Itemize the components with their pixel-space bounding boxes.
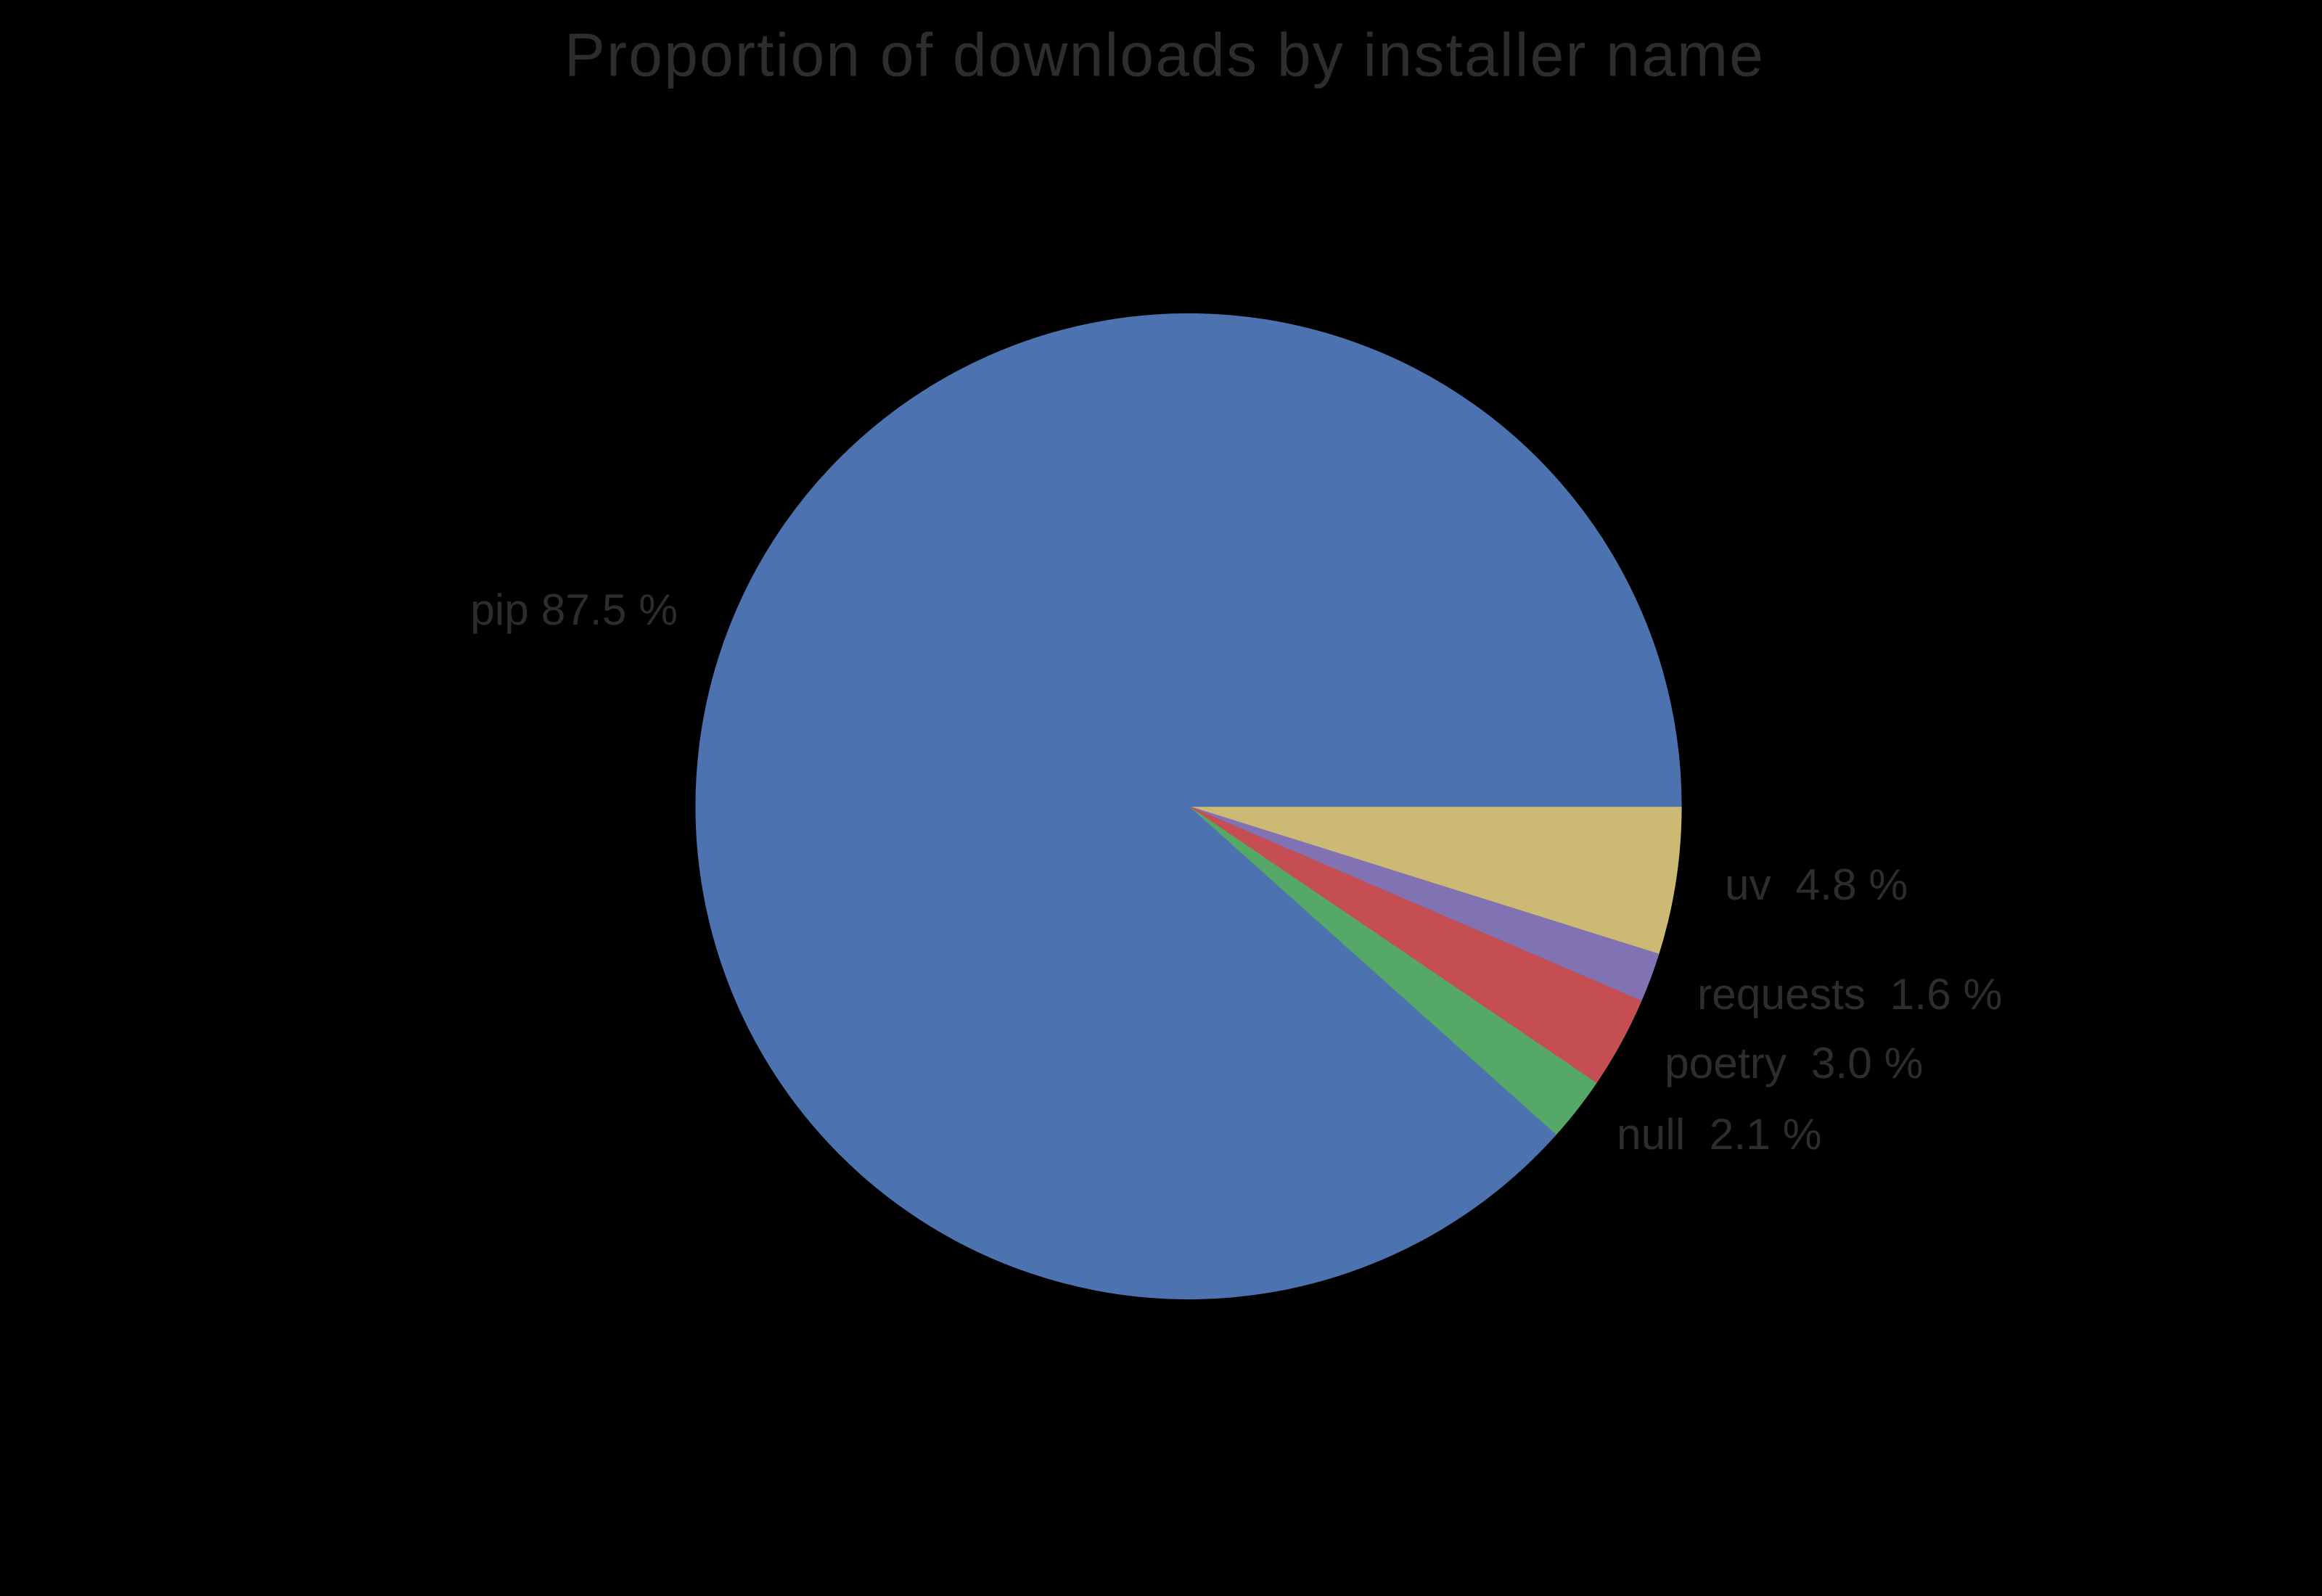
svg-text:uv 4.8 %: uv 4.8 % xyxy=(1725,860,1908,909)
svg-text:poetry 3.0 %: poetry 3.0 % xyxy=(1665,1038,1923,1087)
svg-text:pip 87.5 %: pip 87.5 % xyxy=(470,585,678,634)
svg-text:Proportion of downloads by ins: Proportion of downloads by installer nam… xyxy=(565,21,1765,89)
svg-text:null 2.1 %: null 2.1 % xyxy=(1617,1109,1822,1159)
svg-text:requests 1.6 %: requests 1.6 % xyxy=(1697,969,2002,1019)
